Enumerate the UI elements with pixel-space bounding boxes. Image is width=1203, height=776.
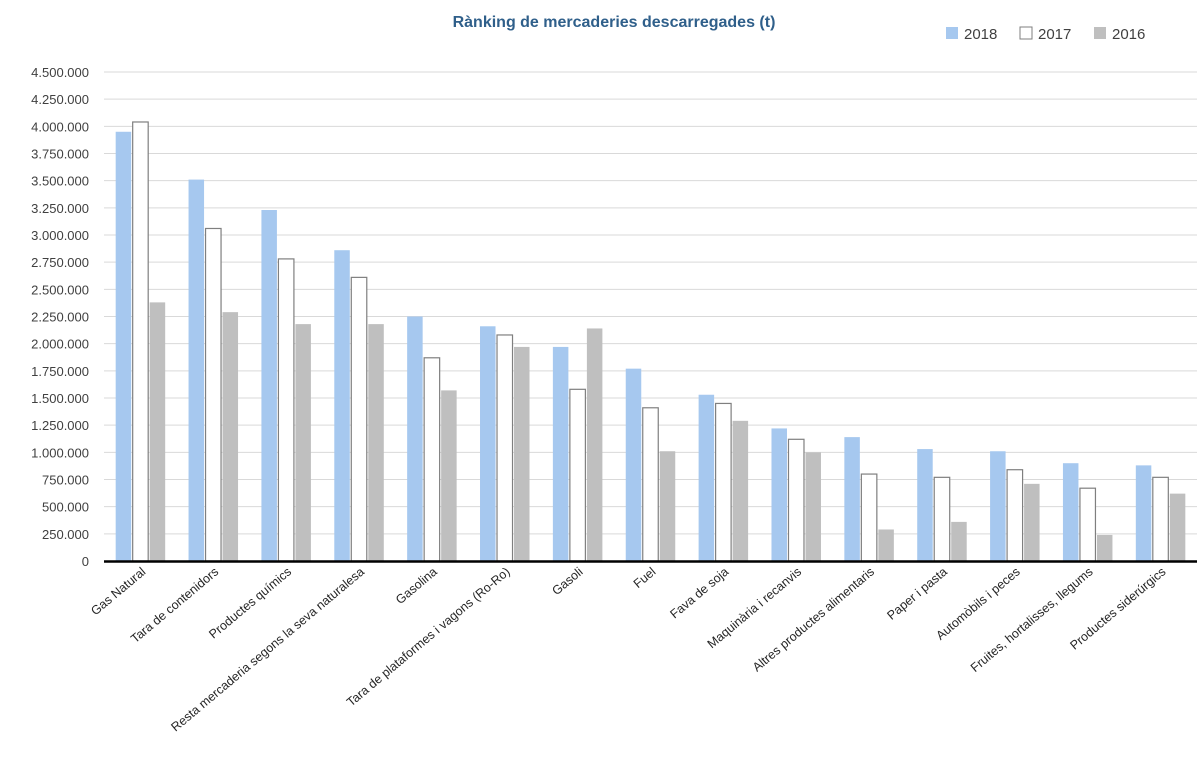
bar-2017	[1079, 487, 1097, 562]
bar-2018	[334, 250, 350, 562]
bar-2016	[878, 529, 894, 561]
y-tick-label: 0	[82, 554, 89, 569]
bar-2017	[132, 121, 149, 562]
bar-2017	[860, 473, 878, 562]
legend-swatch-2018	[946, 27, 958, 39]
y-tick-label: 4.250.000	[31, 92, 89, 107]
bar-2016	[222, 312, 239, 561]
bar-2018	[261, 210, 277, 562]
legend-swatch-2016	[1094, 27, 1106, 39]
bar-2018	[625, 368, 642, 561]
bar-2016	[732, 420, 749, 561]
bar-2017	[1006, 469, 1024, 562]
y-tick-label: 3.500.000	[31, 174, 89, 189]
x-tick-label: Fava de soja	[667, 565, 731, 622]
y-tick-label: 250.000	[42, 527, 89, 542]
bar-2018	[990, 451, 1006, 561]
bar-2017	[642, 407, 659, 562]
y-tick-label: 4.000.000	[31, 119, 89, 134]
y-tick-label: 500.000	[42, 500, 89, 515]
y-tick-label: 2.500.000	[31, 282, 89, 297]
chart-title: Rànking de mercaderies descarregades (t)	[453, 14, 776, 31]
bar-2018	[1135, 465, 1152, 561]
bar-2017	[350, 276, 368, 562]
x-tick-label: Fuel	[631, 565, 659, 591]
y-tick-label: 1.500.000	[31, 391, 89, 406]
bar-2017	[1152, 476, 1169, 562]
y-tick-label: 2.750.000	[31, 255, 89, 270]
bar-2018	[552, 346, 569, 561]
y-tick-label: 4.500.000	[31, 65, 89, 80]
bar-2018	[1062, 463, 1079, 561]
bar-2016	[659, 451, 676, 561]
y-tick-label: 1.000.000	[31, 445, 89, 460]
y-tick-label: 3.000.000	[31, 228, 89, 243]
bar-2017	[496, 334, 514, 562]
bar-2017	[423, 357, 441, 562]
bar-2017	[569, 388, 586, 562]
bar-2016	[1096, 534, 1113, 561]
y-tick-label: 1.250.000	[31, 418, 89, 433]
bar-2016	[805, 452, 821, 561]
x-tick-label: Gas Natural	[88, 565, 148, 619]
y-tick-label: 2.250.000	[31, 310, 89, 325]
bar-2018	[917, 449, 933, 561]
legend-swatch-2017	[1019, 26, 1033, 40]
bar-2016	[149, 302, 166, 561]
bar-2018	[771, 428, 787, 561]
bar-2017	[204, 227, 222, 562]
y-tick-label: 2.000.000	[31, 337, 89, 352]
bar-2016	[295, 324, 311, 561]
bar-2018	[698, 394, 715, 561]
x-tick-label: Gasolina	[393, 565, 440, 607]
bar-2018	[188, 179, 205, 561]
legend: 2018 2017 2016	[946, 26, 1145, 43]
bar-2017	[715, 402, 732, 562]
bar-2018	[844, 437, 860, 561]
y-tick-label: 1.750.000	[31, 364, 89, 379]
legend-label-2018: 2018	[964, 26, 997, 43]
bar-2017	[277, 258, 295, 562]
legend-label-2016: 2016	[1112, 26, 1145, 43]
x-tick-label: Fruites, hortalisses, llegums	[968, 565, 1096, 675]
bars	[115, 121, 1186, 562]
bar-2016	[441, 390, 457, 561]
bar-2016	[951, 521, 967, 561]
bar-2018	[480, 326, 496, 561]
bar-2016	[1024, 483, 1040, 561]
bar-2016	[586, 328, 603, 561]
bar-2018	[115, 131, 132, 561]
bar-2017	[933, 476, 951, 562]
bar-2017	[787, 438, 805, 562]
bar-2016	[368, 324, 384, 561]
y-tick-label: 3.750.000	[31, 147, 89, 162]
x-tick-label: Gasoli	[549, 565, 585, 599]
x-tick-label: Altres productes alimentaris	[750, 565, 877, 675]
legend-label-2017: 2017	[1038, 26, 1071, 43]
x-tick-label: Tara de plataformes i vagons (Ro-Ro)	[344, 565, 513, 710]
bar-2018	[407, 316, 423, 561]
y-tick-label: 3.250.000	[31, 201, 89, 216]
bar-2016	[514, 346, 530, 561]
y-tick-label: 750.000	[42, 473, 89, 488]
bar-2016	[1169, 493, 1186, 561]
x-tick-label: Paper i pasta	[884, 565, 949, 623]
y-axis: 0 250.000 500.000 750.000 1.000.000 1.250.000…	[31, 65, 89, 569]
